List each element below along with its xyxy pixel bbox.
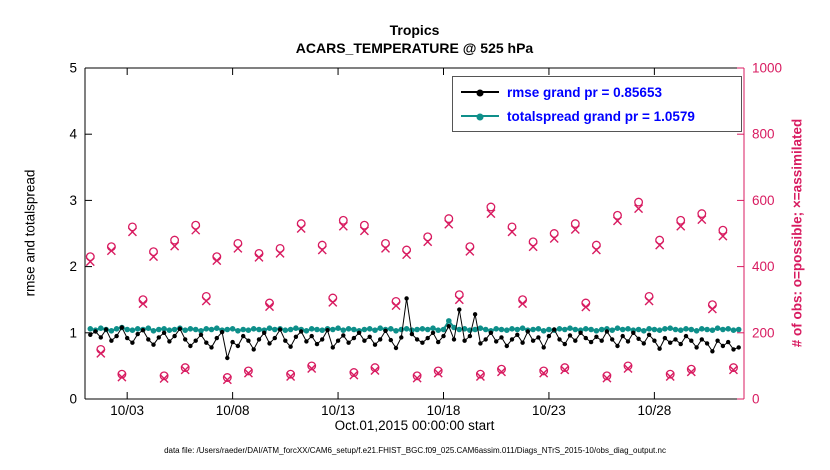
- legend-item-totalspread: totalspread grand pr = 1.0579: [461, 106, 733, 126]
- legend-item-rmse: rmse grand pr = 0.85653: [461, 82, 733, 102]
- x-axis-label: Oct.01,2015 00:00:00 start: [334, 418, 495, 433]
- x-tick-label: 10/28: [637, 403, 671, 418]
- y-tick-label-right: 400: [752, 259, 775, 274]
- y-tick-label-left: 3: [69, 193, 77, 208]
- obs-possible-scatter: [85, 197, 738, 382]
- totalspread-marker-icon: [476, 113, 484, 121]
- totalspread-line-swatch: [461, 113, 499, 121]
- rmse-marker-icon: [476, 89, 484, 97]
- legend-label-totalspread: totalspread grand pr = 1.0579: [507, 108, 695, 124]
- y-tick-label-left: 4: [69, 127, 77, 142]
- y-tick-label-right: 600: [752, 193, 775, 208]
- y-tick-label-right: 200: [752, 325, 775, 340]
- rmse-series: [88, 296, 741, 361]
- chart-title: Tropics: [389, 22, 440, 38]
- y-tick-label-left: 1: [69, 325, 77, 340]
- totalspread-series: [87, 318, 742, 334]
- x-tick-label: 10/23: [532, 403, 566, 418]
- y-tick-label-left: 5: [69, 61, 77, 76]
- x-tick-label: 10/13: [321, 403, 355, 418]
- data-file-caption: data file: /Users/raeder/DAI/ATM_forcXX/…: [164, 446, 666, 455]
- y-tick-label-right: 0: [752, 392, 760, 407]
- y-tick-label-right: 1000: [752, 61, 782, 76]
- x-tick-label: 10/03: [110, 403, 144, 418]
- legend: rmse grand pr = 0.85653 totalspread gran…: [452, 76, 742, 132]
- chart-subtitle: ACARS_TEMPERATURE @ 525 hPa: [295, 40, 534, 56]
- legend-label-rmse: rmse grand pr = 0.85653: [507, 84, 662, 100]
- x-tick-label: 10/18: [427, 403, 461, 418]
- rmse-line-swatch: [461, 89, 499, 97]
- obs-assimilated-scatter: [85, 204, 738, 385]
- y-tick-label-right: 800: [752, 127, 775, 142]
- y-tick-label-left: 2: [69, 259, 77, 274]
- y-tick-label-left: 0: [69, 392, 77, 407]
- x-tick-label: 10/08: [216, 403, 250, 418]
